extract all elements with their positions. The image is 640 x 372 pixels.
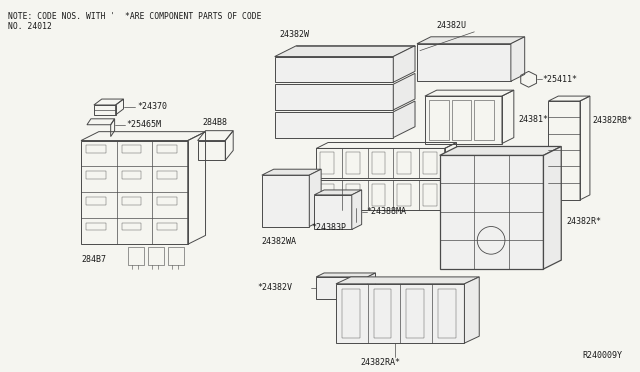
Text: NOTE: CODE NOS. WITH '  *ARE COMPONENT PARTS OF CODE: NOTE: CODE NOS. WITH ' *ARE COMPONENT PA… [8,12,261,21]
Text: 24382WA: 24382WA [262,237,297,246]
Text: *24370: *24370 [138,102,167,112]
Polygon shape [262,175,309,227]
Polygon shape [309,169,321,227]
Polygon shape [367,273,376,299]
Polygon shape [393,73,415,110]
Text: 284B7: 284B7 [81,254,106,264]
Polygon shape [465,277,479,343]
Polygon shape [393,101,415,138]
Text: 24382W: 24382W [280,30,310,39]
Text: *24383P: *24383P [311,223,346,232]
Polygon shape [316,277,367,299]
Polygon shape [440,155,543,269]
Polygon shape [275,57,393,82]
Polygon shape [393,46,415,82]
Polygon shape [511,37,525,81]
Text: *24382V: *24382V [257,283,292,292]
Text: 24382RB*: 24382RB* [593,116,633,125]
Polygon shape [543,147,561,269]
Polygon shape [417,44,511,81]
Polygon shape [314,190,362,195]
Text: 24382RA*: 24382RA* [361,358,401,368]
Polygon shape [352,190,362,230]
Polygon shape [275,46,415,57]
Polygon shape [336,277,479,284]
Text: 24382R*: 24382R* [566,217,601,226]
Polygon shape [417,37,525,44]
Polygon shape [262,169,321,175]
Polygon shape [314,195,352,230]
Text: R240009Y: R240009Y [582,351,623,360]
Polygon shape [275,112,393,138]
Text: *25465M: *25465M [127,120,161,129]
Text: *25411*: *25411* [543,75,577,84]
Text: NO. 24012: NO. 24012 [8,22,52,31]
Polygon shape [316,273,376,277]
Text: 284B8: 284B8 [203,118,228,127]
Text: 24381*: 24381* [519,115,548,124]
Polygon shape [336,284,465,343]
Text: 24382U: 24382U [436,22,467,31]
Polygon shape [275,84,393,110]
Text: *24388MA: *24388MA [367,207,406,216]
Polygon shape [440,147,561,155]
